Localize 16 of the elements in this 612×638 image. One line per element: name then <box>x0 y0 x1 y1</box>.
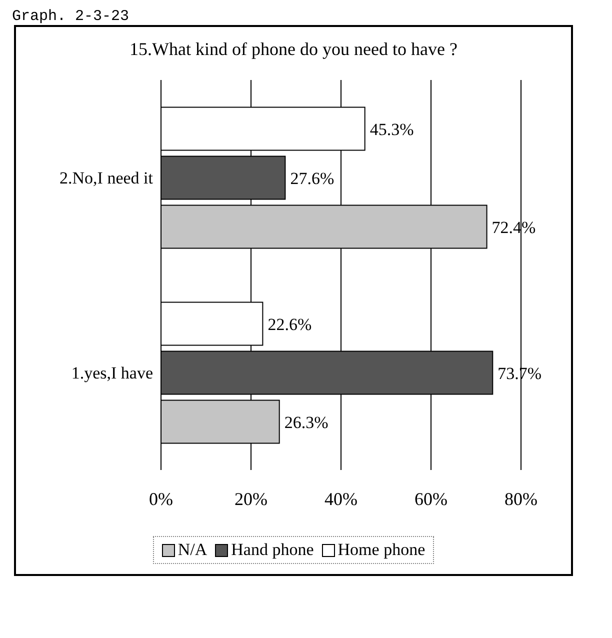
data-label: 22.6% <box>268 314 312 334</box>
legend-label: Hand phone <box>230 540 314 560</box>
data-label: 26.3% <box>284 412 328 432</box>
legend-label: N/A <box>176 540 208 560</box>
y-tick-label: 2.No,I need it <box>60 168 154 188</box>
x-tick-label: 60% <box>414 488 448 509</box>
chart-title: 15.What kind of phone do you need to have ? <box>128 39 458 60</box>
x-tick-label: 80% <box>504 488 538 509</box>
data-label: 27.6% <box>290 168 334 188</box>
x-tick-label: 20% <box>234 488 268 509</box>
text: Graph. 2-3-23 <box>12 8 130 25</box>
data-label: 45.3% <box>370 120 414 139</box>
x-tick-label: 0% <box>149 488 173 509</box>
x-tick-label: 40% <box>324 488 358 509</box>
y-tick-label: 1.yes,I have <box>71 364 153 383</box>
legend-label: Home phone <box>336 540 426 560</box>
